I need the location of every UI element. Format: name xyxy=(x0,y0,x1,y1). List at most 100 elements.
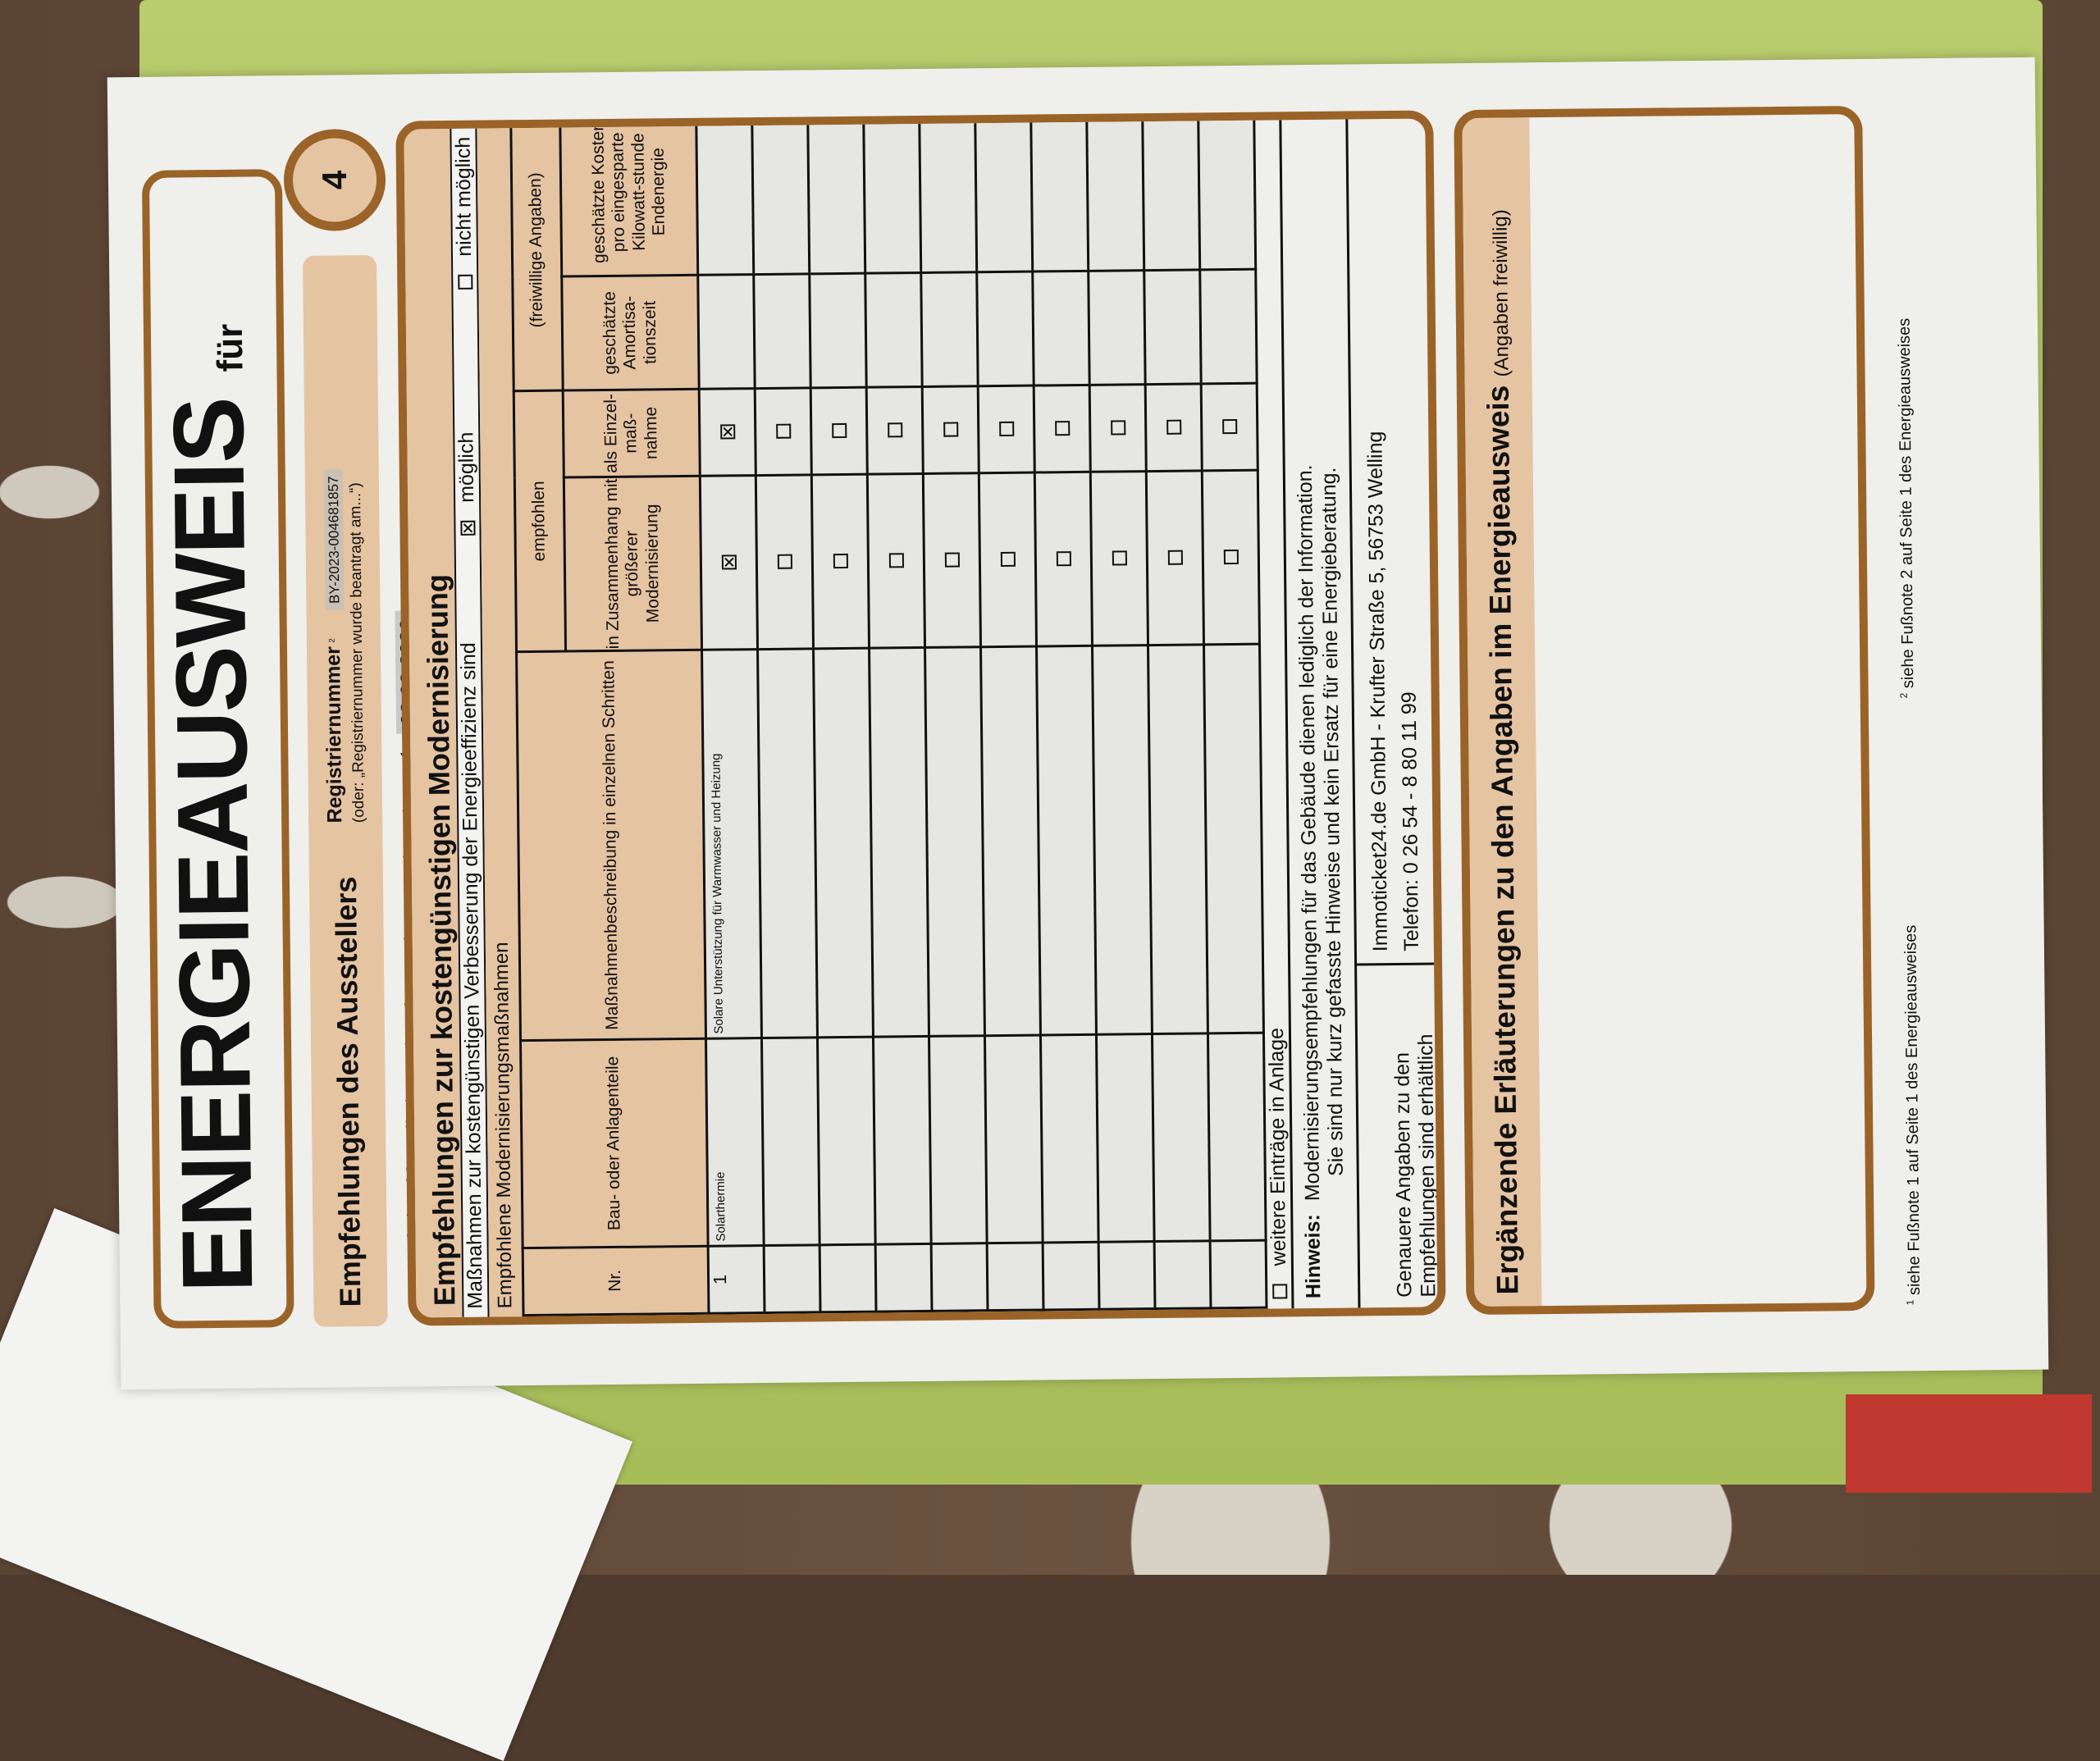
row-part xyxy=(984,1034,1043,1243)
row-cost xyxy=(975,110,1033,272)
footnote-2: 2 siehe Fußnote 2 auf Seite 1 des Energi… xyxy=(1894,318,1919,699)
row-single-cell xyxy=(1089,384,1147,472)
checkbox-single[interactable] xyxy=(775,424,791,440)
row-single-cell xyxy=(699,388,756,477)
table-row xyxy=(1198,110,1267,1308)
row-description xyxy=(1148,644,1208,1034)
checkbox-combined[interactable] xyxy=(777,554,792,570)
issuer-title: Empfehlungen des Ausstellers xyxy=(328,876,368,1307)
checkbox-single[interactable] xyxy=(943,422,958,438)
supplementary-note: (Angaben freiwillig) xyxy=(1489,209,1513,377)
measures-table: Nr. Bau- oder Anlagenteile Maßnahmenbesc… xyxy=(509,110,1267,1316)
checkbox-combined[interactable] xyxy=(1223,550,1239,565)
row-part: Solarthermie xyxy=(705,1038,765,1247)
row-combined-cell xyxy=(811,474,870,649)
contact-address: Immoticket24.de GmbH - Krufter Straße 5,… xyxy=(1363,431,1392,952)
row-combined-cell xyxy=(1034,472,1093,647)
col-cost: geschätzte Kosten pro eingesparte Kilowa… xyxy=(559,110,698,277)
row-single-cell xyxy=(1145,383,1203,472)
title-box: ENERGIEAUSWEIS für Wohngebäude gemäß den… xyxy=(141,169,427,1329)
row-combined-cell xyxy=(979,472,1037,647)
row-nr xyxy=(1043,1242,1099,1310)
checkbox-single[interactable] xyxy=(1166,420,1181,436)
row-description xyxy=(869,647,929,1038)
folder-edge xyxy=(1846,1394,2092,1493)
col-description: Maßnahmenbeschreibung in einzelnen Schri… xyxy=(516,650,706,1041)
row-single-cell xyxy=(922,386,979,474)
footnote-2-mark: 2 xyxy=(1897,692,1910,699)
row-amortization xyxy=(1144,269,1202,385)
checkbox-single[interactable] xyxy=(998,422,1014,437)
footnote-2-text: siehe Fußnote 2 auf Seite 1 des Energiea… xyxy=(1895,317,1918,689)
checkbox-combined[interactable] xyxy=(1112,550,1127,567)
row-amortization xyxy=(753,273,811,389)
row-part xyxy=(761,1037,820,1246)
row-cost xyxy=(807,110,865,274)
reg-note: (oder: „Registriernummer wurde beantragt… xyxy=(346,482,368,823)
checkbox-combined[interactable] xyxy=(1167,550,1183,566)
col-combined: in Zusammenhang mit größerer Modernisier… xyxy=(564,476,702,652)
contact-info: Genauere Angaben zu den Empfehlungen sin… xyxy=(1348,118,1446,1308)
page-number-badge: 4 xyxy=(283,128,386,232)
row-nr xyxy=(875,1243,932,1312)
row-description xyxy=(980,646,1041,1036)
row-single-cell xyxy=(866,386,924,475)
row-part xyxy=(1208,1033,1267,1241)
checkbox-single[interactable] xyxy=(887,422,902,438)
checkbox-combined[interactable] xyxy=(888,553,904,568)
row-amortization xyxy=(1032,271,1090,386)
checkbox-single[interactable] xyxy=(719,424,735,440)
reg-label: Registriernummer xyxy=(321,646,346,823)
supplementary-title-text: Ergänzende Erläuterungen zu den Angaben … xyxy=(1481,385,1525,1295)
row-description xyxy=(1092,645,1153,1035)
checkbox-single[interactable] xyxy=(1110,420,1125,436)
row-amortization xyxy=(976,271,1034,386)
row-description xyxy=(1036,646,1097,1035)
row-cost xyxy=(1142,110,1200,271)
footnote-1-mark: 1 xyxy=(1904,1299,1916,1306)
col-voluntary: (freiwillige Angaben) xyxy=(510,110,564,391)
title-text: ENERGIEAUSWEIS xyxy=(152,397,274,1293)
checkbox-single[interactable] xyxy=(831,423,847,439)
checkbox-single[interactable] xyxy=(1221,419,1237,435)
row-nr xyxy=(1098,1241,1155,1310)
registration: Registriernummer 2 BY-2023-004681857 (od… xyxy=(319,469,368,823)
row-single-cell xyxy=(1034,385,1091,473)
checkbox-possible[interactable] xyxy=(459,520,476,536)
row-combined-cell xyxy=(923,472,981,648)
row-amortization xyxy=(865,272,923,388)
row-part xyxy=(1152,1033,1211,1242)
supplementary-title: Ergänzende Erläuterungen zu den Angaben … xyxy=(1462,117,1542,1307)
row-part xyxy=(929,1035,988,1244)
col-part: Bau- oder Anlagenteile xyxy=(520,1038,709,1248)
row-part xyxy=(873,1036,932,1245)
row-nr xyxy=(819,1244,876,1312)
reg-number: BY-2023-004681857 xyxy=(323,469,345,610)
checkbox-combined[interactable] xyxy=(1056,551,1071,567)
checkbox-combined[interactable] xyxy=(833,554,848,569)
contact-phone: Telefon: 0 26 54 - 8 80 11 99 xyxy=(1397,691,1423,951)
row-nr xyxy=(1210,1240,1267,1308)
reg-footnote-mark: 2 xyxy=(327,638,337,643)
energy-certificate-page: ENERGIEAUSWEIS für Wohngebäude gemäß den… xyxy=(107,57,2049,1390)
checkbox-single[interactable] xyxy=(1054,421,1070,436)
row-single-cell xyxy=(1201,383,1258,471)
checkbox-not-possible[interactable] xyxy=(457,274,472,290)
checkbox-combined[interactable] xyxy=(944,553,960,568)
checkbox-combined[interactable] xyxy=(1000,552,1016,568)
option-possible-label: möglich xyxy=(454,431,479,503)
row-cost xyxy=(751,110,810,275)
row-description xyxy=(924,646,985,1037)
row-nr xyxy=(987,1242,1043,1311)
row-single-cell xyxy=(978,386,1035,473)
row-combined-cell xyxy=(867,473,925,649)
row-cost xyxy=(696,110,754,276)
row-combined-cell xyxy=(700,475,758,650)
row-combined-cell xyxy=(1090,471,1148,646)
checkbox-more-entries[interactable] xyxy=(1271,1284,1287,1299)
row-amortization xyxy=(697,274,756,390)
row-description: Solare Unterstützung für Warmwasser und … xyxy=(701,649,762,1039)
checkbox-combined[interactable] xyxy=(721,554,737,571)
row-description xyxy=(1203,644,1264,1033)
option-not-possible-label: nicht möglich xyxy=(451,136,476,257)
